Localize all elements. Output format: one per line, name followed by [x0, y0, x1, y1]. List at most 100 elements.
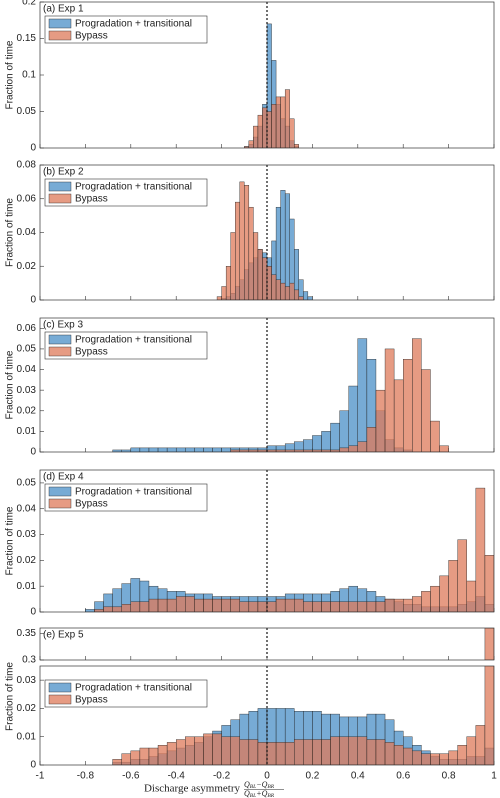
bars [85, 487, 494, 612]
histogram-bar [166, 447, 177, 452]
x-axis-label-denominator: QBL+QBR [244, 789, 275, 798]
histogram-bar [212, 733, 222, 765]
histogram-bar [212, 447, 222, 452]
histogram-bar [284, 598, 295, 612]
symbol: Q [244, 780, 250, 789]
y-tick-label: 0.04 [17, 364, 37, 375]
legend-swatch [48, 181, 72, 192]
histogram-bar [412, 596, 422, 612]
y-tick-label: 0.04 [17, 227, 37, 238]
x-axis-label: Discharge asymmetry [144, 783, 241, 795]
y-tick-label: 0.08 [17, 160, 37, 171]
y-tick-label: 0.02 [17, 703, 37, 714]
legend-swatch [48, 498, 72, 509]
histogram-bar [307, 296, 313, 300]
x-tick-label: 0.6 [396, 771, 410, 782]
histogram-bar [266, 601, 277, 612]
histogram-bar [230, 736, 240, 765]
histogram-bar [384, 742, 395, 765]
histogram-bar [439, 753, 449, 765]
x-tick-label: 0 [264, 771, 270, 782]
axes-box [39, 164, 495, 301]
y-tick-label: 0.05 [17, 106, 37, 117]
histogram-bar [166, 742, 177, 765]
histogram-bar [339, 410, 349, 452]
y-tick-label: 0 [30, 143, 36, 154]
histogram-bar [439, 575, 449, 612]
histogram-bar [366, 601, 377, 612]
histogram-bar [303, 601, 313, 612]
histogram-bar [357, 736, 368, 765]
histogram-bar [112, 759, 122, 765]
histogram-bar [239, 739, 250, 765]
histogram-bar [230, 598, 240, 612]
histogram-bar [484, 628, 494, 660]
histogram-bar [271, 274, 277, 300]
histogram-bar [330, 422, 340, 452]
legend-swatch [48, 193, 72, 204]
histogram-bar [303, 291, 309, 300]
histogram-bar [130, 447, 141, 452]
histogram-bar [303, 739, 313, 765]
histogram-bar [194, 598, 204, 612]
histogram-bar [366, 427, 377, 452]
y-tick-label: 0.05 [17, 344, 37, 355]
histogram-bar [348, 445, 359, 452]
legend-label: Bypass [75, 194, 108, 205]
y-tick-label: 0.06 [17, 323, 37, 334]
x-tick-label: -0.4 [168, 771, 186, 782]
histogram-bar [403, 359, 413, 452]
panel-title: (b) Exp 2 [43, 167, 84, 178]
y-tick-label: 0.01 [17, 731, 37, 742]
histogram-bar [248, 739, 259, 765]
histogram-bar [262, 257, 268, 300]
histogram-bar [357, 441, 368, 452]
histogram-bar [212, 598, 222, 612]
bars [112, 666, 494, 765]
histogram-bar [375, 601, 386, 612]
histogram-bar [357, 338, 368, 452]
histogram-bar [280, 96, 286, 148]
histogram-bar [275, 96, 281, 148]
bars [244, 23, 299, 148]
legend-swatch [48, 30, 72, 41]
histogram-bar [475, 487, 486, 612]
legend-swatch [48, 346, 72, 357]
histogram-bar [185, 447, 195, 452]
histogram-bar [175, 739, 186, 765]
subscript: BR [267, 793, 274, 798]
histogram-bar [266, 111, 272, 148]
histogram-bar [284, 89, 290, 148]
histogram-bar [257, 114, 263, 148]
histogram-bar [294, 289, 299, 300]
histogram-bar [375, 389, 386, 452]
y-axis-label: Fraction of time [5, 662, 16, 731]
symbol: +Q [256, 789, 267, 798]
histogram-bar [230, 232, 236, 300]
histogram-bar [157, 745, 168, 765]
y-axis-label: Fraction of time [5, 350, 16, 419]
y-tick-label: 0.04 [17, 503, 37, 514]
histogram-bar [357, 601, 368, 612]
histogram-bar [294, 144, 299, 148]
legend-swatch [48, 334, 72, 345]
histogram-bar [284, 742, 295, 765]
panel-title: (a) Exp 1 [43, 4, 84, 15]
histogram-bar [275, 279, 281, 300]
histogram-bar [348, 601, 359, 612]
x-tick-label: 0.2 [305, 771, 319, 782]
histogram-bar [194, 447, 204, 452]
y-tick-label: 0.03 [17, 529, 37, 540]
axes-box [39, 317, 495, 453]
histogram-bar [139, 747, 150, 765]
x-axis-label-numerator: QBL−QBR [244, 780, 275, 790]
y-tick-label: 0.03 [17, 385, 37, 396]
histogram-bar [339, 736, 349, 765]
y-tick-label: 0 [30, 447, 36, 458]
histogram-bar [393, 379, 404, 452]
histogram-bar [157, 598, 168, 612]
histogram-bar [262, 107, 268, 148]
histogram-bar [221, 447, 231, 452]
